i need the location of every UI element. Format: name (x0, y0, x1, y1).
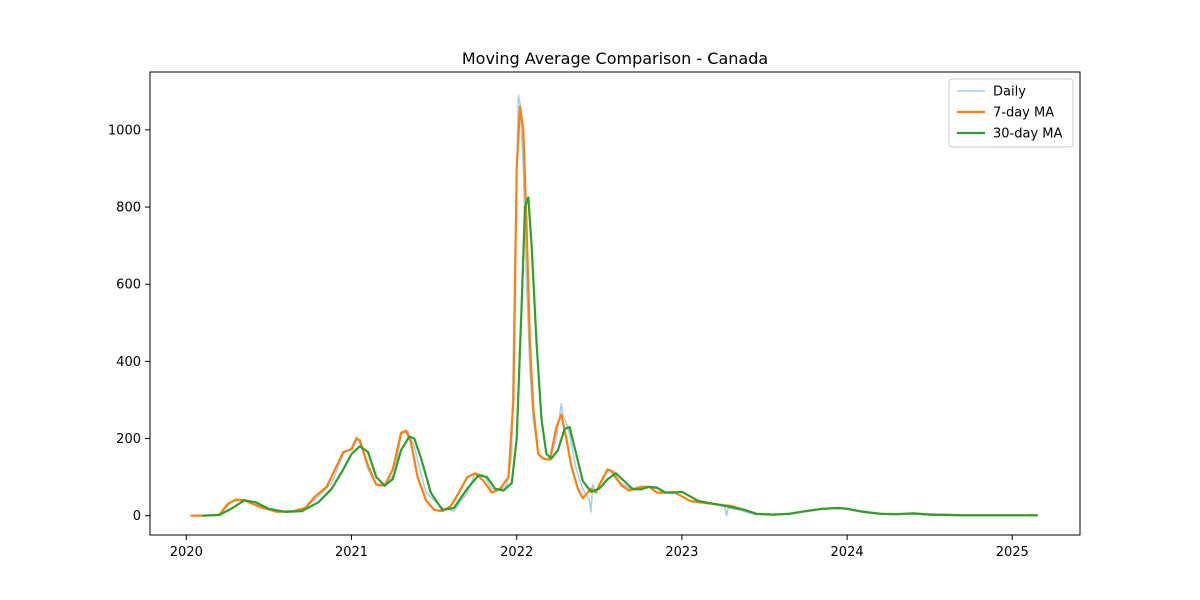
y-tick-label: 0 (133, 509, 141, 524)
series-line-30-day-ma (201, 196, 1039, 517)
series-group (190, 94, 1039, 517)
plot-frame (149, 71, 1081, 536)
chart-title: Moving Average Comparison - Canada (462, 49, 768, 68)
y-tick-label: 800 (116, 201, 141, 216)
legend-label: Daily (993, 85, 1026, 100)
y-tick-label: 200 (116, 432, 141, 447)
x-tick-label: 2025 (996, 545, 1029, 560)
x-axis: 2020 2021 2022 2023 2024 2025 (170, 535, 1029, 560)
x-tick-label: 2021 (335, 545, 368, 560)
y-tick-label: 400 (116, 355, 141, 370)
x-tick-label: 2022 (500, 545, 533, 560)
x-tick-label: 2024 (831, 545, 864, 560)
y-axis: 0 200 400 600 800 1000 (108, 123, 150, 524)
legend-label: 30-day MA (993, 127, 1062, 142)
x-tick-label: 2020 (170, 545, 203, 560)
y-tick-label: 600 (116, 278, 141, 293)
legend-box (948, 78, 1074, 148)
x-tick-label: 2023 (665, 545, 698, 560)
legend: Daily 7-day MA 30-day MA (948, 78, 1074, 148)
y-tick-label: 1000 (108, 123, 141, 138)
legend-label: 7-day MA (993, 106, 1054, 121)
